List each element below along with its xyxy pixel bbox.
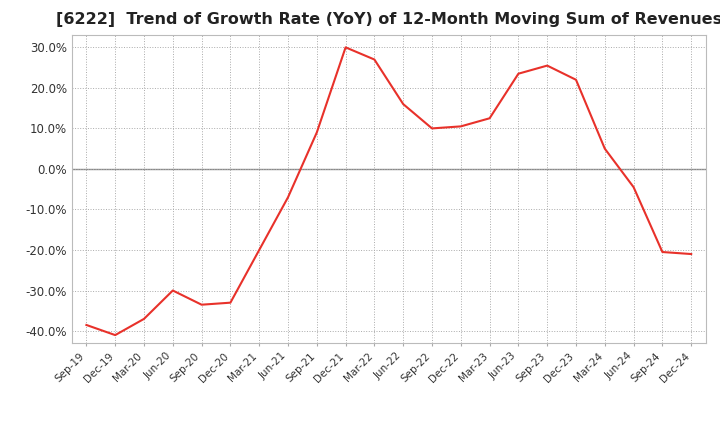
Title: [6222]  Trend of Growth Rate (YoY) of 12-Month Moving Sum of Revenues: [6222] Trend of Growth Rate (YoY) of 12-… [55, 12, 720, 27]
